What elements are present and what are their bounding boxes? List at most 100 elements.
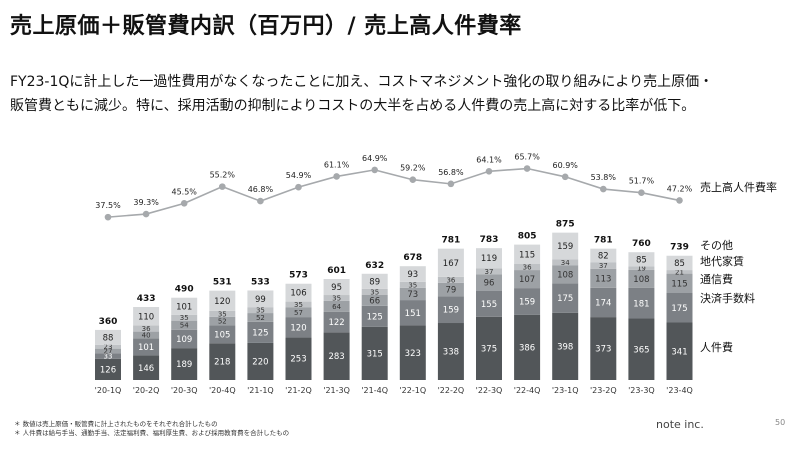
bar-segment xyxy=(590,268,617,288)
bar-value-label: 79 xyxy=(445,286,456,296)
bar-value-label: 34 xyxy=(561,259,570,267)
bar-segment xyxy=(133,331,160,339)
bar-segment xyxy=(133,355,160,380)
bar-segment xyxy=(171,314,198,321)
bar-value-label: 175 xyxy=(557,294,573,304)
bar-segment xyxy=(209,316,236,326)
summary-line-1: FY23-1Qに計上した一過性費用がなくなったことに加え、コストマネジメント強化… xyxy=(10,74,714,90)
bar-value-label: 167 xyxy=(443,259,459,269)
ratio-point xyxy=(638,189,645,196)
bar-value-label: 101 xyxy=(176,302,192,312)
bar-value-label: 151 xyxy=(405,309,421,319)
bar-segment xyxy=(437,248,464,277)
bar-total-label: 360 xyxy=(99,317,118,327)
ratio-point xyxy=(409,176,417,184)
bar-value-label: 373 xyxy=(595,345,611,355)
footnotes: ＊ 数値は売上原価・販管費に計上されたものをそれぞれ合計したもの ＊ 人件費は給… xyxy=(14,420,289,438)
series-legend-label: その他 xyxy=(700,239,733,252)
bar-total-label: 573 xyxy=(289,271,308,281)
bar-segment xyxy=(476,316,502,380)
bar-segment xyxy=(399,281,426,288)
ratio-point xyxy=(523,165,531,172)
bar-segment xyxy=(514,288,541,315)
ratio-line xyxy=(107,167,680,218)
x-tick-label: '23-1Q xyxy=(552,386,579,395)
ratio-label: 64.9% xyxy=(362,154,388,163)
bar-segment xyxy=(171,297,198,315)
bar-value-label: 113 xyxy=(595,274,611,284)
bar-value-label: 88 xyxy=(103,333,114,343)
bar-segment xyxy=(476,290,502,317)
bar-segment xyxy=(95,358,121,380)
x-tick-label: '21-1Q xyxy=(247,386,274,395)
bar-segment xyxy=(476,268,502,275)
ratio-label: 47.2% xyxy=(667,184,693,193)
bar-segment xyxy=(247,342,274,380)
ratio-label: 39.3% xyxy=(133,198,159,207)
bar-segment xyxy=(399,300,426,326)
bar-value-label: 73 xyxy=(407,290,418,300)
bar-value-label: 89 xyxy=(369,277,380,287)
bar-value-label: 253 xyxy=(290,355,306,365)
bar-total-label: 433 xyxy=(137,294,156,304)
x-tick-label: '21-2Q xyxy=(285,386,312,395)
footnote-2: ＊ 人件費は給与手当、通勤手当、法定福利費、福利厚生費、および採用教育費を合計し… xyxy=(14,429,290,437)
ratio-label: 64.1% xyxy=(476,155,502,164)
bar-value-label: 36 xyxy=(142,325,151,333)
bar-segment xyxy=(590,317,617,380)
bar-segment xyxy=(285,283,312,302)
ratio-label: 45.5% xyxy=(171,187,197,196)
bar-value-label: 341 xyxy=(671,347,687,357)
bar-total-label: 601 xyxy=(327,266,346,276)
bar-segment xyxy=(666,293,693,323)
bar-value-label: 108 xyxy=(557,270,573,280)
bar-segment xyxy=(285,307,312,318)
bar-value-label: 126 xyxy=(100,365,116,375)
x-tick-label: '22-3Q xyxy=(476,386,503,395)
ratio-point xyxy=(142,210,150,218)
series-legend-label: 決済手数料 xyxy=(700,291,755,305)
ratio-label: 53.8% xyxy=(591,173,617,182)
bar-segment xyxy=(476,274,502,291)
bar-value-label: 82 xyxy=(598,252,609,262)
ratio-label: 59.2% xyxy=(400,164,426,173)
bar-segment xyxy=(285,317,312,338)
bar-value-label: 375 xyxy=(481,344,497,354)
bar-segment xyxy=(399,266,426,282)
bar-value-label: 115 xyxy=(671,279,687,289)
bar-value-label: 37 xyxy=(485,268,494,276)
bar-segment xyxy=(666,322,693,380)
bar-segment xyxy=(133,325,160,332)
bar-value-label: 122 xyxy=(328,318,344,328)
ratio-label: 51.7% xyxy=(629,177,655,186)
bar-value-label: 54 xyxy=(180,322,189,330)
bar-value-label: 365 xyxy=(633,345,649,355)
bar-value-label: 146 xyxy=(138,364,154,374)
bar-value-label: 37 xyxy=(599,262,608,270)
bar-value-label: 52 xyxy=(218,318,227,326)
ratio-label: 46.8% xyxy=(248,185,274,194)
bar-segment xyxy=(95,348,121,354)
bar-segment xyxy=(361,294,388,306)
bar-value-label: 23 xyxy=(104,343,113,351)
bar-value-label: 159 xyxy=(519,298,535,308)
summary-line-2: 販管費ともに減少。特に、採用活動の抑制によりコストの大半を占める人件費の売上高に… xyxy=(10,98,696,114)
bar-value-label: 175 xyxy=(671,304,687,314)
x-tick-label: '20-4Q xyxy=(209,386,236,395)
bar-segment xyxy=(628,287,655,319)
x-tick-label: '20-3Q xyxy=(171,386,198,395)
ratio-point xyxy=(676,197,683,204)
bar-value-label: 115 xyxy=(519,250,535,260)
bar-segment xyxy=(552,312,579,380)
bar-total-label: 783 xyxy=(480,235,499,245)
bar-segment xyxy=(399,287,426,301)
bar-value-label: 105 xyxy=(214,330,230,340)
ratio-point xyxy=(295,183,302,191)
bar-segment xyxy=(285,337,312,380)
bar-segment xyxy=(590,262,617,269)
bar-segment xyxy=(171,348,198,380)
summary-text: FY23-1Qに計上した一過性費用がなくなったことに加え、コストマネジメント強化… xyxy=(10,70,790,118)
bar-segment xyxy=(247,307,274,314)
bar-value-label: 283 xyxy=(328,352,344,362)
bar-value-label: 174 xyxy=(595,299,611,309)
